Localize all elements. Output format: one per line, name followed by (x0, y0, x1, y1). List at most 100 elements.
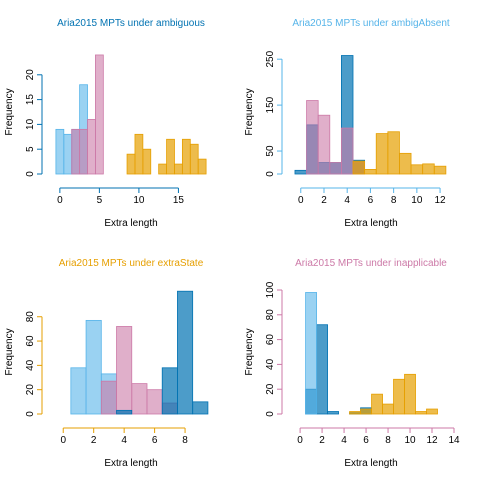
histogram-bar (158, 163, 167, 175)
y-tick-label: 20 (265, 383, 276, 395)
x-tick-label: 12 (426, 435, 438, 446)
histogram-bar (415, 411, 427, 415)
histogram-bar (55, 128, 65, 175)
histogram-bar (95, 54, 104, 175)
histogram-bar (63, 133, 73, 175)
chart-title: Aria2015 MPTs under inapplicable (295, 258, 447, 269)
x-tick-label: 8 (182, 435, 188, 446)
x-tick-label: 10 (133, 195, 145, 206)
y-tick-label: 60 (25, 335, 36, 347)
y-axis-label: Frequency (4, 88, 15, 135)
histogram-bar (329, 162, 342, 175)
histogram-bar (174, 163, 183, 175)
x-tick-label: 8 (385, 435, 391, 446)
histogram-bar (79, 128, 88, 175)
chart-title: Aria2015 MPTs under ambiguous (57, 18, 205, 29)
x-tick-label: 0 (297, 435, 303, 446)
x-tick-label: 4 (344, 195, 350, 206)
histogram-bar (375, 133, 389, 175)
x-tick-label: 4 (121, 435, 127, 446)
y-tick-label: 0 (25, 171, 36, 177)
x-tick-label: 2 (321, 195, 327, 206)
panel: Aria2015 MPTs under extraState Extra leng… (4, 258, 209, 469)
x-tick-label: 5 (97, 195, 103, 206)
histogram-bar (410, 164, 424, 175)
histogram-bar (294, 169, 307, 175)
y-tick-label: 0 (25, 411, 36, 417)
x-tick-label: 14 (448, 435, 460, 446)
x-tick-label: 6 (152, 435, 158, 446)
x-axis-label: Extra length (344, 458, 397, 469)
panel: Aria2015 MPTs under ambiguous Extra lengt… (4, 18, 207, 229)
x-axis-label: Extra length (344, 218, 397, 229)
histogram-bar (85, 319, 102, 415)
y-tick-label: 20 (25, 69, 36, 81)
histogram-bar (340, 127, 354, 175)
histogram-bar (305, 292, 317, 415)
histogram-bar (87, 119, 96, 175)
y-tick-label: 150 (265, 96, 276, 113)
histogram-bar (142, 148, 152, 175)
histogram-bar (134, 133, 144, 175)
x-axis-label: Extra length (104, 218, 157, 229)
y-tick-label: 0 (265, 411, 276, 417)
histogram-bar (71, 128, 81, 175)
histogram-bar (177, 290, 194, 415)
histogram-bar (192, 401, 209, 415)
y-tick-label: 10 (25, 118, 36, 130)
histogram-bar (100, 380, 117, 415)
histogram-bar (360, 408, 372, 415)
histogram-bar (426, 408, 438, 415)
y-axis-label: Frequency (244, 328, 255, 375)
x-tick-label: 10 (404, 435, 416, 446)
histogram-bar (197, 158, 207, 175)
x-tick-label: 12 (435, 195, 447, 206)
histogram-bar (189, 143, 199, 175)
x-tick-label: 0 (298, 195, 304, 206)
x-tick-label: 0 (57, 195, 63, 206)
x-tick-label: 10 (411, 195, 423, 206)
histogram-bar (70, 367, 87, 415)
x-tick-label: 0 (60, 435, 66, 446)
histogram-bar (161, 367, 178, 415)
y-tick-label: 60 (265, 334, 276, 346)
y-tick-label: 250 (265, 50, 276, 67)
y-tick-label: 5 (25, 146, 36, 152)
histogram-bar (399, 152, 412, 175)
y-tick-label: 40 (265, 358, 276, 370)
y-tick-label: 20 (25, 384, 36, 396)
y-tick-label: 80 (25, 311, 36, 323)
x-tick-label: 4 (341, 435, 347, 446)
chart-title: Aria2015 MPTs under extraState (59, 258, 204, 269)
y-tick-label: 100 (265, 281, 276, 298)
histogram-bar (181, 138, 191, 175)
y-tick-label: 40 (25, 359, 36, 371)
y-axis-label: Frequency (4, 328, 15, 375)
histogram-bar (116, 326, 133, 415)
x-tick-label: 6 (363, 435, 369, 446)
histogram-bar (166, 138, 175, 175)
histogram-bar (393, 378, 405, 415)
histogram-bar (387, 131, 400, 175)
histogram-bar (433, 165, 447, 175)
histogram-bar (327, 411, 339, 415)
histogram-bar (404, 373, 416, 415)
panel: Aria2015 MPTs under ambigAbsent Extra len… (244, 18, 450, 229)
histogram-bar (131, 383, 148, 415)
histogram-bar (306, 100, 319, 175)
histogram-bar (316, 324, 328, 415)
x-tick-label: 8 (391, 195, 397, 206)
histogram-bar (317, 114, 331, 175)
y-tick-label: 0 (265, 171, 276, 177)
panel: Aria2015 MPTs under inapplicable Extra le… (244, 258, 460, 469)
x-tick-label: 15 (173, 195, 185, 206)
y-tick-label: 50 (265, 145, 276, 157)
histogram-bar (422, 163, 435, 175)
histogram-bar (126, 153, 136, 175)
y-tick-label: 80 (265, 309, 276, 321)
histogram-bar (371, 393, 383, 415)
histogram-bar (382, 403, 394, 415)
chart-title: Aria2015 MPTs under ambigAbsent (292, 18, 450, 29)
histogram-bar (349, 411, 361, 415)
